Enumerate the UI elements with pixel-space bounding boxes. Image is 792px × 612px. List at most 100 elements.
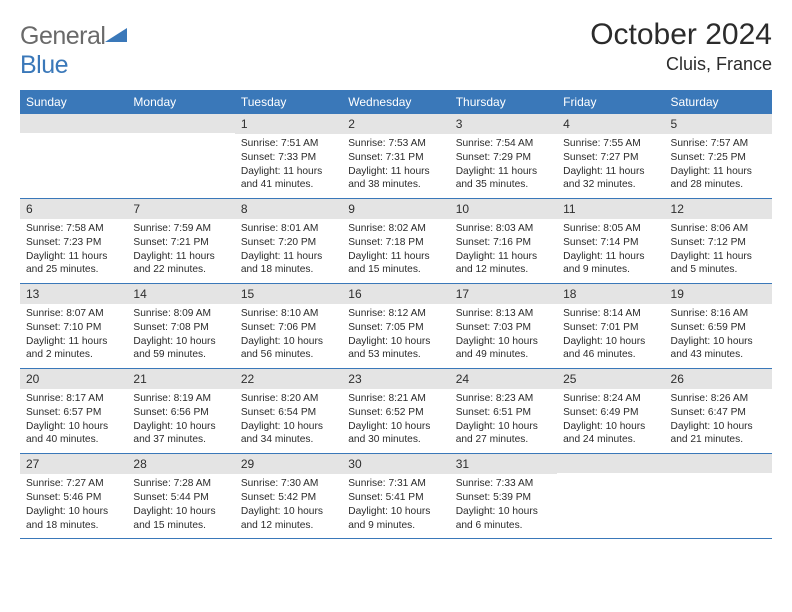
- day-details: [557, 473, 664, 529]
- day-details: Sunrise: 8:20 AMSunset: 6:54 PMDaylight:…: [235, 389, 342, 453]
- calendar-cell: 21Sunrise: 8:19 AMSunset: 6:56 PMDayligh…: [127, 369, 234, 454]
- day-details: Sunrise: 8:10 AMSunset: 7:06 PMDaylight:…: [235, 304, 342, 368]
- page-header: GeneralBlue October 2024 Cluis, France: [20, 18, 772, 80]
- day-number: 25: [557, 369, 664, 389]
- day-number: 6: [20, 199, 127, 219]
- calendar-cell: 7Sunrise: 7:59 AMSunset: 7:21 PMDaylight…: [127, 199, 234, 284]
- calendar-cell: 8Sunrise: 8:01 AMSunset: 7:20 PMDaylight…: [235, 199, 342, 284]
- calendar-cell: 26Sunrise: 8:26 AMSunset: 6:47 PMDayligh…: [665, 369, 772, 454]
- weekday-header: Friday: [557, 90, 664, 114]
- day-details: Sunrise: 8:05 AMSunset: 7:14 PMDaylight:…: [557, 219, 664, 283]
- brand-part1: General: [20, 22, 105, 50]
- day-number: 1: [235, 114, 342, 134]
- day-details: Sunrise: 7:55 AMSunset: 7:27 PMDaylight:…: [557, 134, 664, 198]
- weekday-header: Wednesday: [342, 90, 449, 114]
- day-number: 13: [20, 284, 127, 304]
- calendar-row: 1Sunrise: 7:51 AMSunset: 7:33 PMDaylight…: [20, 114, 772, 199]
- day-details: Sunrise: 7:27 AMSunset: 5:46 PMDaylight:…: [20, 474, 127, 538]
- day-number: 16: [342, 284, 449, 304]
- calendar-cell: 5Sunrise: 7:57 AMSunset: 7:25 PMDaylight…: [665, 114, 772, 199]
- day-number: 27: [20, 454, 127, 474]
- calendar-cell: 14Sunrise: 8:09 AMSunset: 7:08 PMDayligh…: [127, 284, 234, 369]
- day-number: 19: [665, 284, 772, 304]
- day-details: Sunrise: 8:26 AMSunset: 6:47 PMDaylight:…: [665, 389, 772, 453]
- day-details: Sunrise: 8:14 AMSunset: 7:01 PMDaylight:…: [557, 304, 664, 368]
- calendar-cell: 27Sunrise: 7:27 AMSunset: 5:46 PMDayligh…: [20, 454, 127, 539]
- day-details: Sunrise: 7:33 AMSunset: 5:39 PMDaylight:…: [450, 474, 557, 538]
- calendar-cell: 11Sunrise: 8:05 AMSunset: 7:14 PMDayligh…: [557, 199, 664, 284]
- calendar-header-row: SundayMondayTuesdayWednesdayThursdayFrid…: [20, 90, 772, 114]
- day-details: Sunrise: 8:13 AMSunset: 7:03 PMDaylight:…: [450, 304, 557, 368]
- weekday-header: Sunday: [20, 90, 127, 114]
- calendar-cell: 3Sunrise: 7:54 AMSunset: 7:29 PMDaylight…: [450, 114, 557, 199]
- calendar-row: 13Sunrise: 8:07 AMSunset: 7:10 PMDayligh…: [20, 284, 772, 369]
- day-number: 21: [127, 369, 234, 389]
- calendar-cell: 9Sunrise: 8:02 AMSunset: 7:18 PMDaylight…: [342, 199, 449, 284]
- day-details: Sunrise: 8:06 AMSunset: 7:12 PMDaylight:…: [665, 219, 772, 283]
- calendar-cell: 29Sunrise: 7:30 AMSunset: 5:42 PMDayligh…: [235, 454, 342, 539]
- day-details: Sunrise: 7:58 AMSunset: 7:23 PMDaylight:…: [20, 219, 127, 283]
- calendar-row: 20Sunrise: 8:17 AMSunset: 6:57 PMDayligh…: [20, 369, 772, 454]
- day-number: 26: [665, 369, 772, 389]
- calendar-cell: 15Sunrise: 8:10 AMSunset: 7:06 PMDayligh…: [235, 284, 342, 369]
- day-number: 4: [557, 114, 664, 134]
- day-number: 17: [450, 284, 557, 304]
- day-details: Sunrise: 8:21 AMSunset: 6:52 PMDaylight:…: [342, 389, 449, 453]
- day-number: 7: [127, 199, 234, 219]
- day-number: 31: [450, 454, 557, 474]
- day-details: Sunrise: 7:57 AMSunset: 7:25 PMDaylight:…: [665, 134, 772, 198]
- day-details: Sunrise: 7:30 AMSunset: 5:42 PMDaylight:…: [235, 474, 342, 538]
- day-details: Sunrise: 8:16 AMSunset: 6:59 PMDaylight:…: [665, 304, 772, 368]
- calendar-cell: 22Sunrise: 8:20 AMSunset: 6:54 PMDayligh…: [235, 369, 342, 454]
- calendar-cell: 28Sunrise: 7:28 AMSunset: 5:44 PMDayligh…: [127, 454, 234, 539]
- calendar-body: 1Sunrise: 7:51 AMSunset: 7:33 PMDaylight…: [20, 114, 772, 539]
- day-details: Sunrise: 8:07 AMSunset: 7:10 PMDaylight:…: [20, 304, 127, 368]
- calendar-cell: 1Sunrise: 7:51 AMSunset: 7:33 PMDaylight…: [235, 114, 342, 199]
- calendar-cell: 13Sunrise: 8:07 AMSunset: 7:10 PMDayligh…: [20, 284, 127, 369]
- calendar-cell: 20Sunrise: 8:17 AMSunset: 6:57 PMDayligh…: [20, 369, 127, 454]
- calendar-cell: 23Sunrise: 8:21 AMSunset: 6:52 PMDayligh…: [342, 369, 449, 454]
- day-details: [127, 133, 234, 189]
- day-number: 29: [235, 454, 342, 474]
- weekday-header: Monday: [127, 90, 234, 114]
- day-details: Sunrise: 8:17 AMSunset: 6:57 PMDaylight:…: [20, 389, 127, 453]
- day-number: 22: [235, 369, 342, 389]
- calendar-cell: 16Sunrise: 8:12 AMSunset: 7:05 PMDayligh…: [342, 284, 449, 369]
- day-number: 24: [450, 369, 557, 389]
- calendar-cell: 4Sunrise: 7:55 AMSunset: 7:27 PMDaylight…: [557, 114, 664, 199]
- calendar-cell: [20, 114, 127, 199]
- day-details: [665, 473, 772, 529]
- calendar-cell: 25Sunrise: 8:24 AMSunset: 6:49 PMDayligh…: [557, 369, 664, 454]
- day-details: Sunrise: 7:31 AMSunset: 5:41 PMDaylight:…: [342, 474, 449, 538]
- calendar-cell: 10Sunrise: 8:03 AMSunset: 7:16 PMDayligh…: [450, 199, 557, 284]
- day-details: Sunrise: 7:53 AMSunset: 7:31 PMDaylight:…: [342, 134, 449, 198]
- day-details: [20, 133, 127, 189]
- logo-triangle-icon: [105, 28, 127, 44]
- day-number: 28: [127, 454, 234, 474]
- calendar-cell: [127, 114, 234, 199]
- day-details: Sunrise: 8:23 AMSunset: 6:51 PMDaylight:…: [450, 389, 557, 453]
- day-details: Sunrise: 8:12 AMSunset: 7:05 PMDaylight:…: [342, 304, 449, 368]
- day-details: Sunrise: 8:03 AMSunset: 7:16 PMDaylight:…: [450, 219, 557, 283]
- day-number: 30: [342, 454, 449, 474]
- location-label: Cluis, France: [590, 54, 772, 75]
- day-number: 3: [450, 114, 557, 134]
- calendar-row: 27Sunrise: 7:27 AMSunset: 5:46 PMDayligh…: [20, 454, 772, 539]
- title-block: October 2024 Cluis, France: [590, 18, 772, 75]
- calendar-row: 6Sunrise: 7:58 AMSunset: 7:23 PMDaylight…: [20, 199, 772, 284]
- calendar-cell: [665, 454, 772, 539]
- calendar-cell: 31Sunrise: 7:33 AMSunset: 5:39 PMDayligh…: [450, 454, 557, 539]
- day-details: Sunrise: 8:09 AMSunset: 7:08 PMDaylight:…: [127, 304, 234, 368]
- day-number: 11: [557, 199, 664, 219]
- calendar-cell: 18Sunrise: 8:14 AMSunset: 7:01 PMDayligh…: [557, 284, 664, 369]
- weekday-header: Tuesday: [235, 90, 342, 114]
- day-number: 18: [557, 284, 664, 304]
- day-number: [557, 454, 664, 473]
- day-number: 2: [342, 114, 449, 134]
- day-details: Sunrise: 7:28 AMSunset: 5:44 PMDaylight:…: [127, 474, 234, 538]
- day-number: 9: [342, 199, 449, 219]
- day-number: 20: [20, 369, 127, 389]
- day-number: [127, 114, 234, 133]
- calendar-cell: [557, 454, 664, 539]
- day-number: 5: [665, 114, 772, 134]
